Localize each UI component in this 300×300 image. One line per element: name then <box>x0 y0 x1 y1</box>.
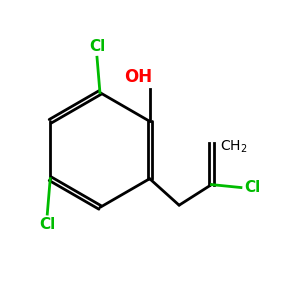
Text: CH$_2$: CH$_2$ <box>220 138 248 154</box>
Text: Cl: Cl <box>89 39 105 54</box>
Text: Cl: Cl <box>39 217 56 232</box>
Text: Cl: Cl <box>244 180 260 195</box>
Text: OH: OH <box>124 68 152 86</box>
